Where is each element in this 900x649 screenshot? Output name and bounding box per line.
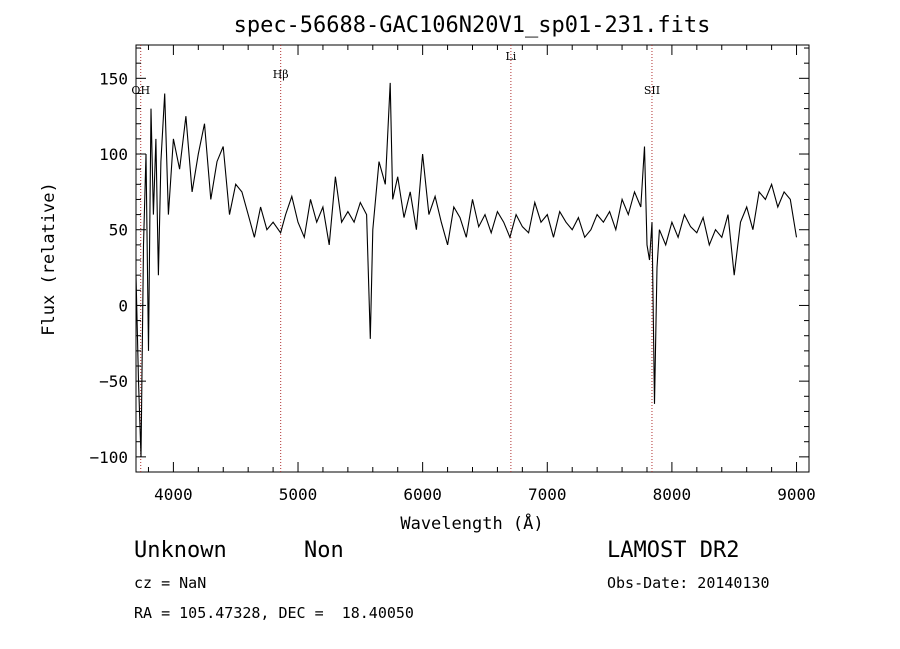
x-tick-label: 5000 <box>279 485 318 504</box>
spectrum-series-line <box>135 82 798 457</box>
x-axis-label: Wavelength (Å) <box>400 512 543 534</box>
spectral-line-label: Li <box>505 50 516 63</box>
y-tick-label: 0 <box>118 296 128 315</box>
y-tick-label: 50 <box>109 221 128 240</box>
x-tick-label: 6000 <box>403 485 442 504</box>
survey-name: LAMOST DR2 <box>607 538 740 563</box>
spectral-line-label: Hβ <box>273 68 289 81</box>
spectral-line-label: OH <box>131 84 150 97</box>
object-subclass: Non <box>304 538 344 563</box>
redshift-value: cz = NaN <box>134 574 207 592</box>
object-class: Unknown <box>134 538 227 563</box>
y-tick-label: 100 <box>99 145 128 164</box>
chart-title: spec-56688-GAC106N20V1_sp01-231.fits <box>234 13 711 38</box>
plot-area: OH Hβ Li SII 4000 5000 6000 7000 8000 9000 −100 −50… <box>89 44 816 504</box>
y-tick-label: −100 <box>89 448 128 467</box>
y-axis-label: Flux (relative) <box>39 182 59 336</box>
spectrum-chart: spec-56688-GAC106N20V1_sp01-231.fits OH H… <box>39 13 816 534</box>
x-tick-label: 7000 <box>528 485 567 504</box>
y-tick-label: 150 <box>99 69 128 88</box>
x-tick-label: 8000 <box>653 485 692 504</box>
x-tick-label: 4000 <box>154 485 193 504</box>
spectral-line-label: SII <box>644 84 660 97</box>
y-tick-label: −50 <box>99 372 128 391</box>
coordinates: RA = 105.47328, DEC = 18.40050 <box>134 604 414 622</box>
observation-date: Obs-Date: 20140130 <box>607 574 770 592</box>
plot-frame <box>135 44 810 473</box>
x-tick-label: 9000 <box>777 485 816 504</box>
